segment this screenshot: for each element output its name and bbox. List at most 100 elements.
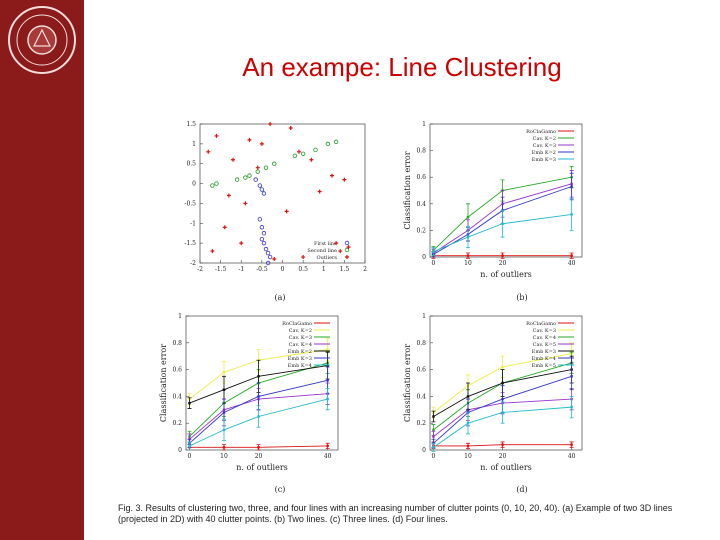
- y-tick-label: 0.6: [416, 367, 426, 374]
- y-tick-label: 0.6: [172, 367, 182, 374]
- outlier-point: [214, 133, 219, 138]
- x-tick-label: 40: [324, 453, 332, 460]
- legend-label: Second line: [307, 248, 337, 254]
- outlier-point: [284, 209, 289, 214]
- legend-label: Cav. K=2: [289, 328, 312, 334]
- outlier-point: [239, 241, 244, 246]
- series-line: [433, 176, 572, 251]
- legend-label: Emb K=4: [532, 356, 556, 362]
- data-point: [466, 395, 470, 398]
- x-tick-label: 10: [464, 260, 472, 267]
- outlier-point: [330, 173, 334, 178]
- outlier-point: [247, 137, 252, 142]
- panel-label: (b): [516, 293, 527, 302]
- legend-label: Emb K=3: [288, 356, 312, 362]
- data-point: [222, 428, 226, 432]
- data-point: [272, 161, 277, 166]
- series-line: [189, 349, 328, 400]
- x-tick-label: 0: [432, 260, 436, 267]
- outlier-point: [231, 157, 235, 162]
- data-point: [234, 177, 240, 182]
- data-point: [570, 213, 573, 216]
- x-tick-label: 40: [568, 453, 576, 460]
- outlier-point: [206, 149, 211, 154]
- outlier-point: [255, 165, 260, 170]
- legend-label: Cav. K=3: [289, 335, 312, 341]
- outlier-point: [210, 249, 215, 254]
- x-axis-label: n. of outliers: [480, 270, 532, 279]
- outlier-point: [334, 241, 339, 246]
- data-point: [263, 246, 269, 252]
- x-tick-label: 0: [432, 453, 436, 460]
- legend-label: Outliers: [317, 255, 338, 261]
- figure-caption: Fig. 3. Results of clustering two, three…: [118, 503, 673, 524]
- data-point: [259, 187, 265, 192]
- data-point: [257, 183, 263, 188]
- series-line: [433, 444, 572, 447]
- legend-label: Emb K=3: [532, 349, 556, 355]
- university-seal: [8, 6, 76, 74]
- y-tick-label: 0: [422, 254, 426, 261]
- legend-label: Cav. K=3: [533, 328, 556, 334]
- plot-frame: [185, 315, 339, 451]
- data-point: [326, 364, 329, 367]
- legend-label: RoClaGamo: [526, 129, 556, 135]
- legend-label: Cav. K=5: [533, 342, 556, 348]
- series-line: [189, 398, 328, 447]
- slide-title: An exampe: Line Clustering: [242, 52, 562, 82]
- x-tick-label: 1.5: [340, 266, 350, 273]
- data-point: [501, 397, 504, 401]
- data-point: [570, 375, 573, 378]
- y-tick-label: 0: [192, 181, 196, 188]
- data-point: [257, 395, 260, 398]
- data-point: [432, 435, 435, 438]
- data-point: [247, 173, 252, 178]
- y-axis-label: Classification error: [403, 151, 412, 229]
- legend-label: Emb K=5: [532, 363, 556, 369]
- data-point: [501, 411, 504, 414]
- x-tick-label: 10: [464, 453, 472, 460]
- data-point: [222, 446, 226, 449]
- legend-marker: [344, 240, 350, 246]
- x-tick-label: 10: [220, 453, 228, 460]
- data-point: [253, 177, 258, 182]
- data-point: [432, 428, 435, 432]
- data-point: [326, 348, 329, 351]
- y-axis-label: Classification error: [403, 344, 412, 422]
- x-tick-label: 20: [499, 453, 507, 460]
- data-point: [570, 405, 573, 409]
- data-point: [432, 415, 435, 418]
- data-point: [261, 240, 267, 246]
- legend-label: Cav. K=4: [533, 335, 556, 341]
- data-point: [263, 165, 269, 170]
- y-tick-label: 1: [422, 313, 426, 320]
- outlier-point: [338, 249, 343, 254]
- y-tick-label: 1: [178, 313, 182, 320]
- outlier-point: [301, 255, 306, 260]
- data-point: [259, 236, 265, 242]
- series-line: [189, 379, 328, 444]
- outlier-point: [272, 257, 277, 262]
- data-point: [570, 254, 573, 257]
- x-tick-label: -1: [238, 266, 244, 273]
- legend-label: Cav. K=4: [289, 342, 312, 348]
- data-point: [265, 250, 271, 256]
- data-point: [222, 388, 226, 391]
- data-point: [501, 365, 504, 369]
- outlier-point: [297, 149, 301, 154]
- legend-label: Emb K=4: [288, 363, 312, 369]
- data-point: [257, 217, 263, 222]
- y-tick-label: -1: [190, 220, 196, 227]
- outlier-point: [342, 177, 347, 182]
- y-tick-label: 0.2: [416, 420, 426, 427]
- data-point: [326, 397, 329, 401]
- panel-label: (c): [275, 485, 286, 494]
- data-point: [259, 225, 265, 230]
- data-point: [265, 260, 271, 266]
- side-bar: [0, 0, 84, 540]
- x-tick-label: 20: [499, 260, 507, 267]
- outlier-point: [317, 189, 322, 194]
- series-line: [189, 365, 328, 404]
- outlier-point: [346, 245, 351, 250]
- legend-label: RoClaGamo: [526, 321, 556, 327]
